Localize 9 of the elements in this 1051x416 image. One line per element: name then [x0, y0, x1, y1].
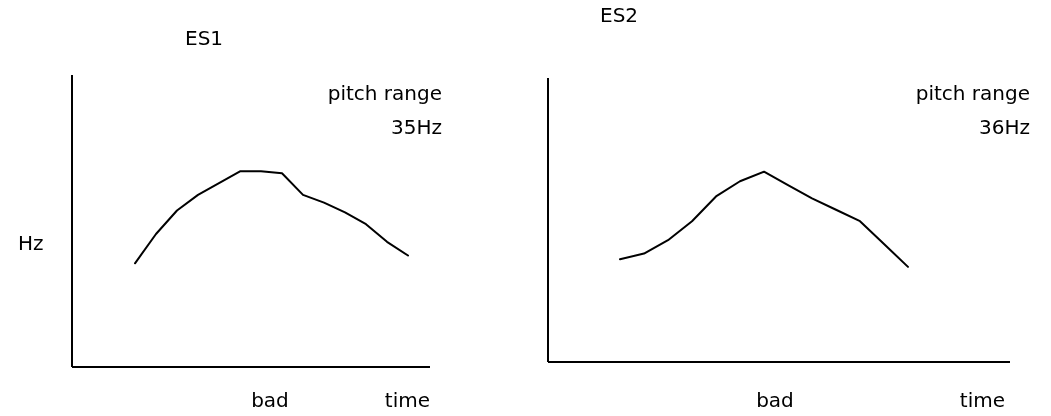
text: pitch range 36Hz [915, 81, 1030, 139]
x-axis-title: time [959, 388, 1005, 412]
y-axis-title: Hz [18, 231, 44, 255]
chart-title: ES2 [600, 3, 639, 27]
x-axis-title: time [384, 388, 430, 412]
text: bad [251, 388, 289, 412]
text: bad [756, 388, 794, 412]
text: pitch range 35Hz [327, 81, 442, 139]
chart-title: ES1 [185, 26, 224, 50]
